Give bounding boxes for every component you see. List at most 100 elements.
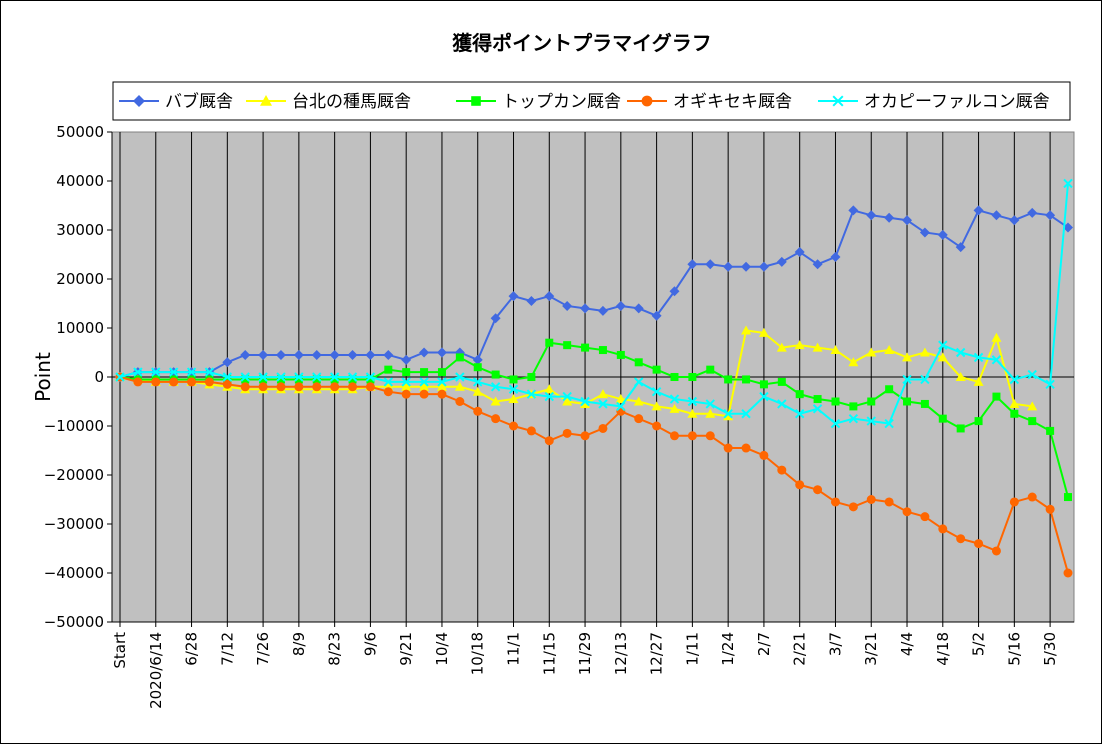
- data-point: [616, 350, 625, 359]
- y-tick-label: −10000: [44, 417, 104, 435]
- y-tick-label: 30000: [56, 221, 104, 239]
- data-point: [758, 327, 769, 337]
- data-point: [1009, 398, 1020, 408]
- data-point: [293, 349, 304, 360]
- data-point: [937, 229, 948, 240]
- data-point: [580, 431, 590, 441]
- data-point: [1027, 207, 1038, 218]
- data-point: [223, 375, 232, 384]
- data-point: [598, 423, 608, 433]
- data-point: [741, 325, 752, 335]
- data-point: [473, 406, 483, 416]
- data-point: [955, 372, 966, 381]
- legend-label: オカピーファルコン厩舎: [864, 92, 1050, 112]
- data-point: [955, 347, 966, 358]
- x-tick-label: 10/18: [469, 632, 487, 675]
- data-point: [383, 377, 394, 387]
- data-point: [455, 397, 465, 406]
- data-point: [472, 386, 483, 396]
- data-point: [526, 389, 537, 399]
- data-point: [615, 394, 626, 404]
- data-point: [812, 342, 823, 352]
- data-point: [885, 385, 894, 394]
- marker-stroke: [276, 372, 286, 382]
- data-point: [545, 338, 554, 347]
- data-point: [509, 375, 518, 384]
- data-point: [526, 296, 537, 307]
- data-point: [706, 365, 715, 374]
- marker-stroke: [419, 377, 429, 387]
- data-point: [633, 303, 644, 314]
- x-tick-label: 3/7: [826, 632, 844, 656]
- data-point: [884, 418, 894, 429]
- data-point: [544, 384, 555, 394]
- x-tick-label: 5/30: [1041, 632, 1059, 666]
- data-point: [866, 495, 876, 504]
- data-point: [669, 286, 680, 297]
- data-point: [1009, 497, 1019, 507]
- x-tick-label: 12/13: [612, 632, 630, 675]
- x-tick-label: 12/27: [648, 632, 666, 675]
- data-point: [651, 386, 662, 397]
- data-point: [420, 368, 429, 377]
- x-tick-label: 1/24: [719, 632, 737, 666]
- data-point: [1046, 426, 1055, 435]
- marker-stroke: [115, 372, 125, 382]
- data-point: [473, 377, 483, 387]
- x-tick-label: 4/4: [898, 632, 916, 656]
- data-point: [741, 261, 752, 272]
- data-point: [866, 347, 877, 357]
- data-point: [437, 377, 447, 387]
- data-point: [544, 291, 555, 302]
- data-point: [597, 389, 608, 399]
- marker-stroke: [902, 374, 912, 385]
- data-point: [490, 396, 501, 406]
- data-point: [472, 354, 483, 365]
- data-point: [938, 414, 947, 423]
- legend-label: オギキセキ厩舎: [673, 92, 792, 112]
- data-point: [581, 343, 590, 352]
- data-point: [777, 465, 787, 475]
- marker-stroke: [258, 372, 268, 382]
- data-point: [151, 377, 161, 387]
- data-point: [848, 413, 859, 424]
- data-point: [241, 375, 250, 384]
- marker-stroke: [204, 367, 215, 377]
- y-axis: 50000 40000 30000 20000 10000 0 −10000 −20000 −3…: [44, 123, 113, 631]
- data-point: [973, 205, 984, 216]
- data-point: [312, 375, 321, 384]
- data-point: [812, 259, 823, 270]
- x-tick-label: 2/21: [791, 632, 809, 666]
- data-point: [705, 259, 716, 270]
- legend-label: トップカン厩舎: [502, 92, 621, 112]
- data-point: [849, 402, 858, 411]
- data-point: [687, 396, 698, 407]
- legend-marker: [832, 95, 844, 107]
- data-point: [867, 397, 876, 406]
- series-4: [115, 178, 1073, 429]
- marker-stroke: [168, 367, 179, 377]
- data-point: [902, 352, 913, 362]
- marker-stroke: [1009, 374, 1020, 385]
- data-point: [169, 377, 179, 387]
- data-point: [562, 396, 573, 406]
- data-point: [724, 375, 733, 384]
- data-point: [508, 384, 519, 394]
- marker-stroke: [830, 418, 841, 429]
- marker-stroke: [365, 372, 376, 382]
- x-tick-label: 5/2: [970, 632, 988, 656]
- data-point: [776, 342, 787, 352]
- y-axis-label: Point: [31, 352, 55, 402]
- data-point: [831, 397, 840, 406]
- marker-stroke: [955, 347, 966, 358]
- data-point: [777, 399, 787, 409]
- data-point: [848, 502, 858, 512]
- data-point: [491, 370, 500, 379]
- data-point: [276, 382, 286, 392]
- y-tick-label: 0: [94, 368, 104, 386]
- data-point: [401, 389, 411, 399]
- data-point: [383, 387, 393, 397]
- data-point: [1027, 401, 1038, 411]
- marker-stroke: [455, 372, 465, 382]
- marker-stroke: [866, 416, 876, 426]
